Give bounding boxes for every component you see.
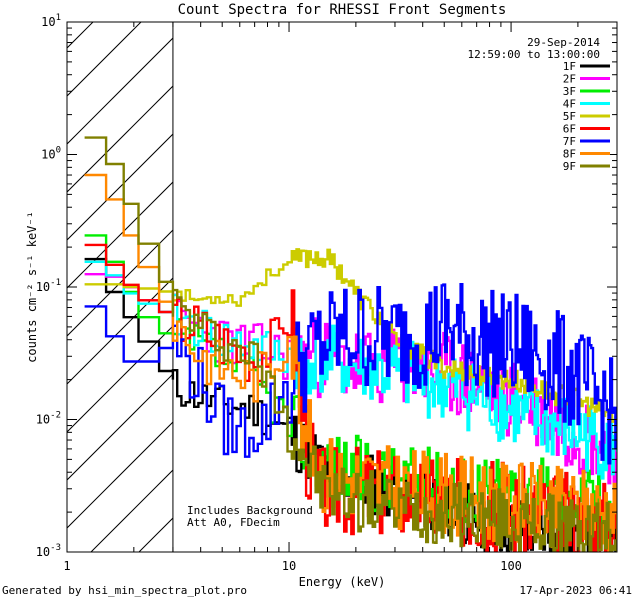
series-line-7F bbox=[84, 283, 617, 465]
legend-label-4F: 4F bbox=[563, 98, 576, 111]
footer-generated-by: Generated by hsi_min_spectra_plot.pro bbox=[2, 584, 247, 597]
y-tick-label: 10-2 bbox=[36, 411, 61, 427]
hatch-line bbox=[67, 229, 173, 337]
y-tick-label: 101 bbox=[41, 13, 61, 29]
series-line-5F bbox=[84, 248, 617, 423]
series-line-9F bbox=[84, 136, 617, 552]
date-label: 29-Sep-2014 bbox=[527, 36, 600, 49]
chart-title: Count Spectra for RHESSI Front Segments bbox=[178, 2, 507, 18]
axis-ticks: 1 10 100 101 100 10-1 10-2 10-3 bbox=[36, 13, 618, 573]
hatch-line bbox=[67, 277, 173, 385]
series-group bbox=[84, 136, 617, 552]
legend-label-9F: 9F bbox=[563, 160, 576, 173]
y-tick-label: 10-1 bbox=[36, 278, 61, 294]
annotation-background: Includes Background bbox=[187, 504, 313, 517]
time-range-label: 12:59:00 to 13:00:00 bbox=[468, 48, 600, 61]
hatch-line bbox=[67, 373, 173, 481]
x-tick-label: 100 bbox=[500, 559, 522, 573]
legend-label-1F: 1F bbox=[563, 60, 576, 73]
hatch-line bbox=[67, 37, 173, 145]
hatch-line bbox=[67, 85, 173, 193]
legend-label-7F: 7F bbox=[563, 135, 576, 148]
x-tick-label: 10 bbox=[282, 559, 296, 573]
legend-label-3F: 3F bbox=[563, 85, 576, 98]
hatch-line bbox=[67, 421, 173, 529]
y-axis-label: counts cm⁻² s⁻¹ keV⁻¹ bbox=[25, 211, 39, 363]
x-tick-label: 1 bbox=[63, 559, 70, 573]
legend-label-6F: 6F bbox=[563, 123, 576, 136]
legend-label-5F: 5F bbox=[563, 110, 576, 123]
legend-label-8F: 8F bbox=[563, 148, 576, 161]
x-axis-label: Energy (keV) bbox=[299, 575, 386, 589]
y-tick-label: 100 bbox=[41, 146, 61, 162]
y-tick-label: 10-3 bbox=[36, 543, 61, 559]
annotation-attenuator: Att A0, FDecim bbox=[187, 516, 280, 529]
footer-date-time: 17-Apr-2023 06:41 bbox=[519, 584, 632, 597]
legend-label-2F: 2F bbox=[563, 73, 576, 86]
